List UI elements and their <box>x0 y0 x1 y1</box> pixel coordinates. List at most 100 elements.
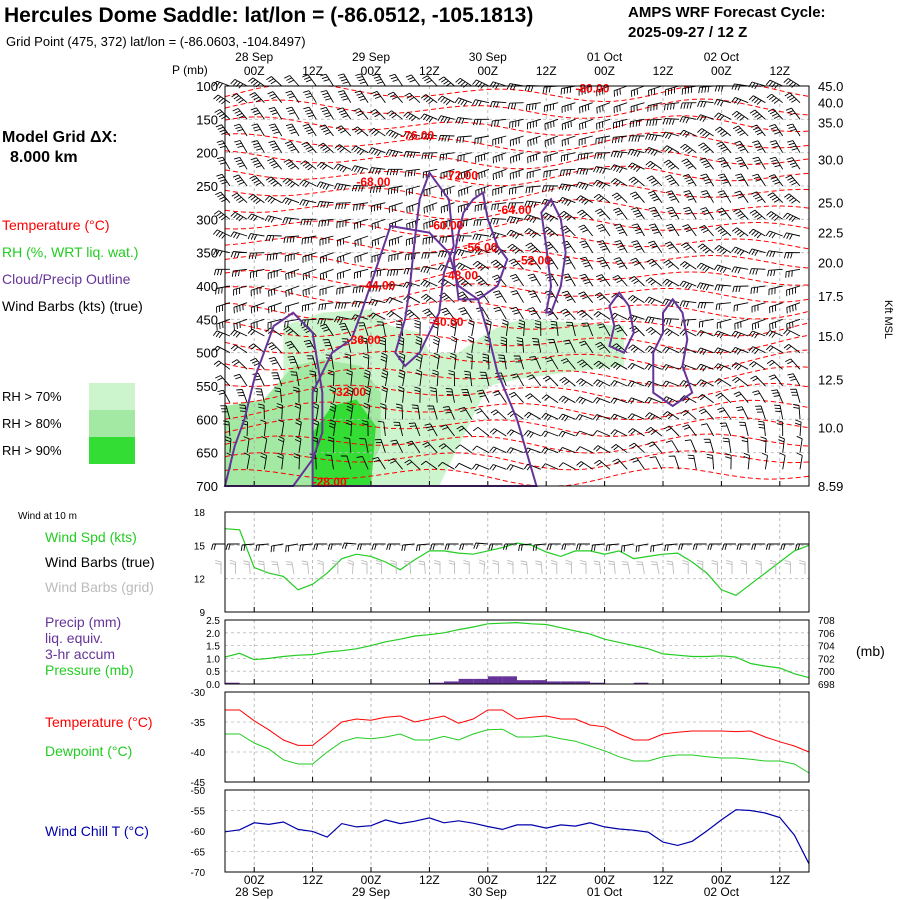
wind-barb-true <box>751 543 766 550</box>
wind-barb <box>717 407 732 420</box>
wind-barb <box>696 282 714 291</box>
wind-barb <box>316 181 334 190</box>
wind-speed-line <box>224 528 810 596</box>
precip-bar <box>502 676 517 684</box>
wind-barb <box>385 296 403 304</box>
wind-barb <box>698 142 714 154</box>
wind-barb <box>559 210 576 221</box>
bottom-time-axis: 00Z 12Z 00Z 12Z 00Z 12Z 00Z 12Z 00Z 12Z 28 Sep 29 S… <box>235 873 790 899</box>
wind-barb <box>748 95 766 105</box>
temperature-contour <box>224 249 810 270</box>
wind-barb <box>403 267 420 275</box>
wind-barb <box>346 369 353 387</box>
wind-barb <box>423 185 438 197</box>
temperature-contour <box>224 467 810 487</box>
wind-barb <box>506 216 524 225</box>
wind-barb <box>596 85 611 97</box>
wind-barb <box>662 328 680 337</box>
wind-barb <box>474 202 490 212</box>
wind-barb <box>420 113 438 123</box>
top-date-label: 28 Sep <box>235 50 273 64</box>
wind-barb <box>357 322 369 337</box>
wind-barb <box>525 102 541 111</box>
wind-barb <box>376 321 386 337</box>
wind-barb <box>500 336 508 353</box>
wind-barb <box>592 414 611 421</box>
wind-barb <box>768 374 784 387</box>
wind-barb <box>285 106 300 120</box>
wind-barb <box>402 281 421 290</box>
legend-cloud: Cloud/Precip Outline <box>2 271 131 287</box>
wind-barb <box>610 413 628 421</box>
wind-barb <box>420 279 438 288</box>
wind-barb <box>351 145 369 156</box>
wind-barb <box>713 363 732 371</box>
wind-barb <box>774 404 784 420</box>
bottom-hour-label: 12Z <box>419 873 440 887</box>
wind-barb <box>765 79 783 89</box>
wind-barb <box>700 423 714 437</box>
wind-barb <box>713 330 732 339</box>
y-tick-label: -55 <box>191 807 206 818</box>
wind-barb <box>322 339 334 353</box>
wind-barb <box>233 285 248 296</box>
wind-barb <box>354 235 369 247</box>
top-hour-label: 12Z <box>302 64 323 78</box>
pressure-tick-label: 300 <box>196 212 218 227</box>
wind-barb <box>230 231 248 239</box>
legend-temperature: Temperature (°C) <box>2 217 110 233</box>
wind-barb <box>232 174 248 187</box>
wind-barb <box>287 355 300 370</box>
wind-barb <box>437 95 455 106</box>
wind-barb <box>368 147 386 157</box>
wind-barb <box>596 102 611 114</box>
legend-rh90-swatch <box>89 437 135 464</box>
wind-barb <box>577 152 593 161</box>
wind-barb <box>472 246 490 255</box>
temperature-contour <box>224 433 810 454</box>
wind-barb <box>541 463 559 470</box>
wind-barb <box>302 123 317 137</box>
wind-barb <box>575 414 593 421</box>
wind-barb <box>368 298 386 307</box>
wind-barb <box>479 371 490 387</box>
legend-wind: Wind Barbs (kts) (true) <box>2 298 143 314</box>
wind-barb <box>697 243 714 254</box>
wind-barb <box>344 353 352 370</box>
wind-barb <box>319 285 334 296</box>
y-tick-label: -50 <box>191 786 206 797</box>
top-hour-label: 00Z <box>594 64 615 78</box>
wind-barb-true <box>473 542 488 549</box>
wind-barb <box>541 430 559 438</box>
wind-barb <box>645 426 663 437</box>
y-tick-label: 0.0 <box>206 680 220 691</box>
pressure-tick-label: 550 <box>196 379 218 394</box>
wind-barb <box>247 233 265 241</box>
wind-barb <box>627 380 645 388</box>
wind-barb <box>422 441 438 454</box>
wind-barb <box>697 100 714 108</box>
wind-barb <box>610 178 628 187</box>
wind-barb <box>713 264 732 274</box>
wind-barb <box>662 411 680 420</box>
wind-barb-grid <box>301 560 310 575</box>
wind-barb <box>248 252 265 260</box>
wind-barb <box>274 387 283 403</box>
wind-barb <box>752 390 766 403</box>
temp-dewpoint-panel: Temperature (°C) Dewpoint (°C) -30 -35 -40… <box>45 688 810 789</box>
wind-barb <box>491 202 507 211</box>
wind-barb <box>592 397 611 404</box>
wind-barb <box>766 93 783 104</box>
wind-barb <box>320 73 334 87</box>
wind-barb <box>282 177 300 188</box>
wind-barb <box>541 212 559 222</box>
wind-barb <box>294 402 302 420</box>
wind-barb <box>319 252 334 264</box>
wind-barb <box>265 234 282 242</box>
wind-barb <box>439 152 455 161</box>
wind-barb <box>369 185 386 194</box>
wind-barb <box>267 158 283 170</box>
wind-barb <box>665 223 680 237</box>
wind-barb <box>337 252 351 264</box>
wind-barb <box>406 202 421 214</box>
